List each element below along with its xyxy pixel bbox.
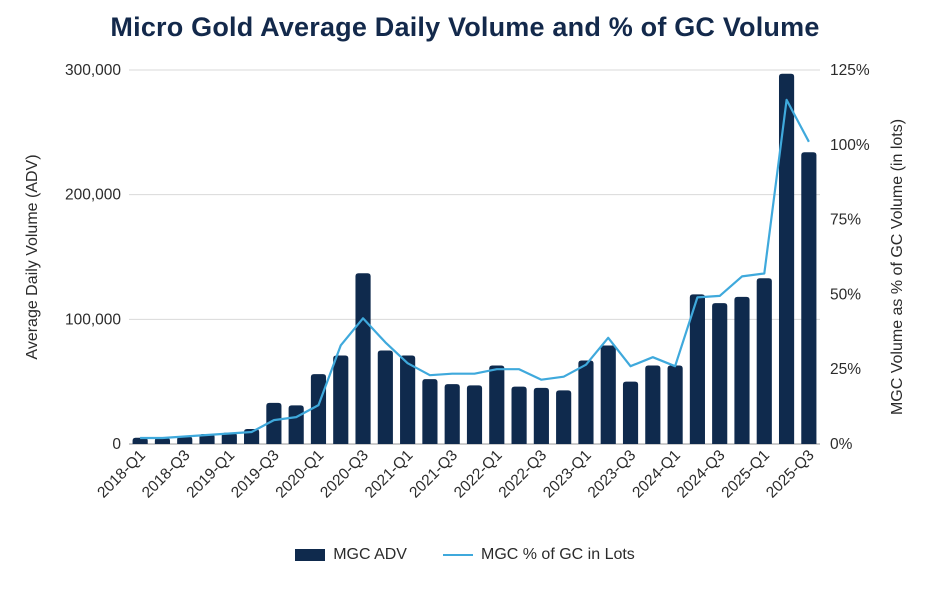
- x-tick-label: 2019-Q3: [228, 447, 283, 502]
- x-tick-label: 2018-Q3: [139, 447, 194, 502]
- legend-label-pct: MGC % of GC in Lots: [480, 546, 635, 563]
- line-layer: [140, 98, 810, 440]
- x-tick-label: 2024-Q1: [629, 447, 684, 502]
- bar-mgc-adv: [600, 345, 616, 444]
- bar-mgc-adv: [422, 379, 438, 444]
- bar-mgc-adv: [199, 434, 215, 444]
- bar-mgc-adv: [712, 303, 728, 444]
- bar-mgc-adv: [667, 365, 683, 444]
- y-right-tick-label: 25%: [830, 361, 861, 378]
- bar-mgc-adv: [556, 390, 572, 444]
- legend-item-adv: MGC ADV: [295, 546, 407, 564]
- bar-mgc-adv: [466, 385, 483, 444]
- bar-mgc-adv: [266, 402, 282, 444]
- bar-mgc-adv: [578, 360, 594, 444]
- bar-mgc-adv: [333, 355, 349, 444]
- x-tick-label: 2025-Q3: [763, 447, 818, 502]
- x-tick-label: 2021-Q1: [362, 447, 417, 502]
- bar-mgc-adv: [778, 73, 795, 445]
- x-tick-label: 2022-Q3: [496, 447, 551, 502]
- bar-mgc-adv: [689, 294, 705, 444]
- legend-item-pct: MGC % of GC in Lots: [442, 546, 635, 564]
- x-tick-label: 2019-Q1: [183, 447, 238, 502]
- y-left-tick-label: 200,000: [65, 187, 121, 204]
- bar-mgc-adv: [622, 381, 639, 444]
- bar-mgc-adv: [734, 296, 750, 444]
- legend-swatch-line: [442, 554, 473, 556]
- x-tick-label: 2024-Q3: [674, 447, 729, 502]
- y-right-tick-label: 0%: [830, 436, 853, 453]
- bar-mgc-adv: [377, 350, 393, 444]
- y-right-tick-label: 125%: [830, 62, 870, 79]
- x-tick-label: 2025-Q1: [718, 447, 773, 502]
- y-right-tick-label: 75%: [830, 212, 861, 229]
- bar-mgc-adv: [400, 355, 416, 444]
- y-left-axis-title: Average Daily Volume (ADV): [24, 154, 41, 359]
- bar-mgc-adv: [801, 152, 817, 444]
- bar-mgc-adv: [288, 405, 304, 444]
- y-left-tick-label: 100,000: [65, 311, 121, 328]
- legend-swatch-bar: [295, 549, 326, 561]
- y-right-tick-label: 100%: [830, 137, 870, 154]
- bar-mgc-adv: [310, 374, 327, 444]
- bar-layer: [132, 73, 817, 445]
- bar-mgc-adv: [221, 432, 237, 444]
- bar-mgc-adv: [533, 387, 549, 444]
- bar-mgc-adv: [444, 384, 460, 444]
- bar-mgc-adv: [177, 436, 193, 444]
- bar-mgc-adv: [645, 365, 661, 444]
- line-mgc-pct-of-gc: [140, 98, 810, 440]
- x-tick-label: 2023-Q3: [585, 447, 640, 502]
- bar-mgc-adv: [511, 386, 527, 444]
- y-left-tick-label: 300,000: [65, 62, 121, 79]
- axis-layer: 0 100,000 200,000 300,000 0% 25% 50% 75% 100% 125…: [24, 62, 906, 501]
- bar-mgc-adv: [489, 365, 505, 444]
- y-right-tick-label: 50%: [830, 286, 861, 303]
- y-right-axis-title: MGC Volume as % of GC Volume (in lots): [889, 119, 906, 415]
- bar-mgc-adv: [154, 437, 171, 444]
- bar-mgc-adv: [756, 278, 772, 444]
- x-tick-label: 2023-Q1: [540, 447, 595, 502]
- y-left-tick-label: 0: [112, 436, 121, 453]
- chart-title: Micro Gold Average Daily Volume and % of…: [110, 12, 820, 42]
- bar-mgc-adv: [355, 273, 371, 444]
- bar-mgc-adv: [132, 437, 148, 444]
- x-tick-label: 2021-Q3: [406, 447, 461, 502]
- legend: MGC ADV MGC % of GC in Lots: [0, 546, 930, 564]
- x-tick-label: 2022-Q1: [451, 447, 506, 502]
- x-tick-label: 2020-Q1: [273, 447, 328, 502]
- x-tick-label: 2020-Q3: [317, 447, 372, 502]
- legend-label-adv: MGC ADV: [333, 546, 407, 563]
- x-tick-label: 2018-Q1: [94, 447, 149, 502]
